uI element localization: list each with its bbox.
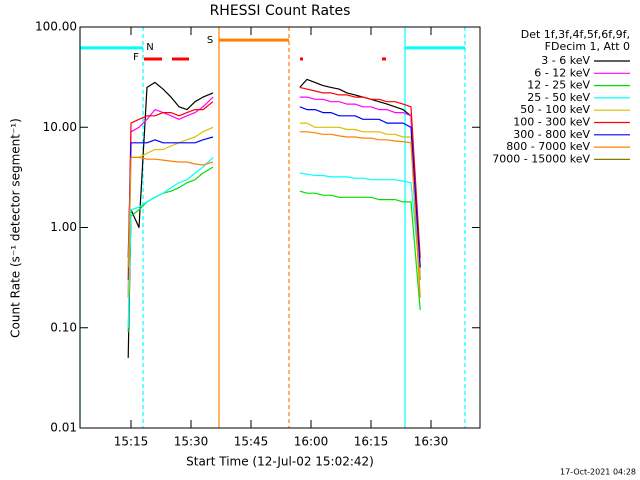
series-line: [127, 96, 421, 298]
plot-frame: [79, 26, 481, 429]
x-tick-label: 15:15: [114, 435, 149, 449]
legend-title: FDecim 1, Att 0: [545, 40, 630, 53]
x-tick-label: 15:45: [234, 435, 269, 449]
legend-label: 50 - 100 keV: [520, 103, 590, 116]
timestamp: 17-Oct-2021 04:28: [560, 468, 636, 477]
y-tick-label: 1.00: [50, 220, 77, 234]
legend-label: 6 - 12 keV: [534, 66, 590, 79]
x-axis-label: Start Time (12-Jul-02 15:02:42): [186, 455, 374, 469]
legend-label: 3 - 6 keV: [541, 54, 590, 67]
series-line: [127, 106, 421, 268]
y-tick-label: 0.01: [50, 421, 77, 435]
series-line: [127, 122, 421, 298]
y-axis-label: Count Rate (s⁻¹ detector segment⁻¹): [9, 118, 23, 338]
chart-title: RHESSI Count Rates: [210, 3, 351, 19]
marker-label: S: [207, 35, 213, 46]
x-tick-label: 15:30: [174, 435, 209, 449]
legend-label: 7000 - 15000 keV: [492, 152, 590, 165]
series-line: [127, 166, 421, 333]
legend-label: 25 - 50 keV: [527, 91, 590, 104]
legend-label: 12 - 25 keV: [527, 79, 590, 92]
legend-label: 800 - 7000 keV: [506, 140, 590, 153]
legend-title: Det 1f,3f,4f,5f,6f,9f,: [521, 28, 630, 41]
y-tick-label: 100.00: [35, 20, 77, 34]
legend-label: 300 - 800 keV: [513, 128, 590, 141]
marker-label: N: [146, 42, 153, 53]
x-tick-label: 16:15: [354, 435, 389, 449]
series-line: [127, 156, 421, 328]
marker-label: F: [133, 52, 139, 63]
series-line: [127, 78, 421, 358]
series-line: [127, 86, 421, 280]
x-tick-label: 16:00: [294, 435, 329, 449]
x-tick-label: 16:30: [414, 435, 449, 449]
legend-label: 100 - 300 keV: [513, 116, 590, 129]
y-tick-label: 10.00: [43, 120, 77, 134]
y-tick-label: 0.10: [50, 320, 77, 334]
series-line: [127, 131, 421, 298]
